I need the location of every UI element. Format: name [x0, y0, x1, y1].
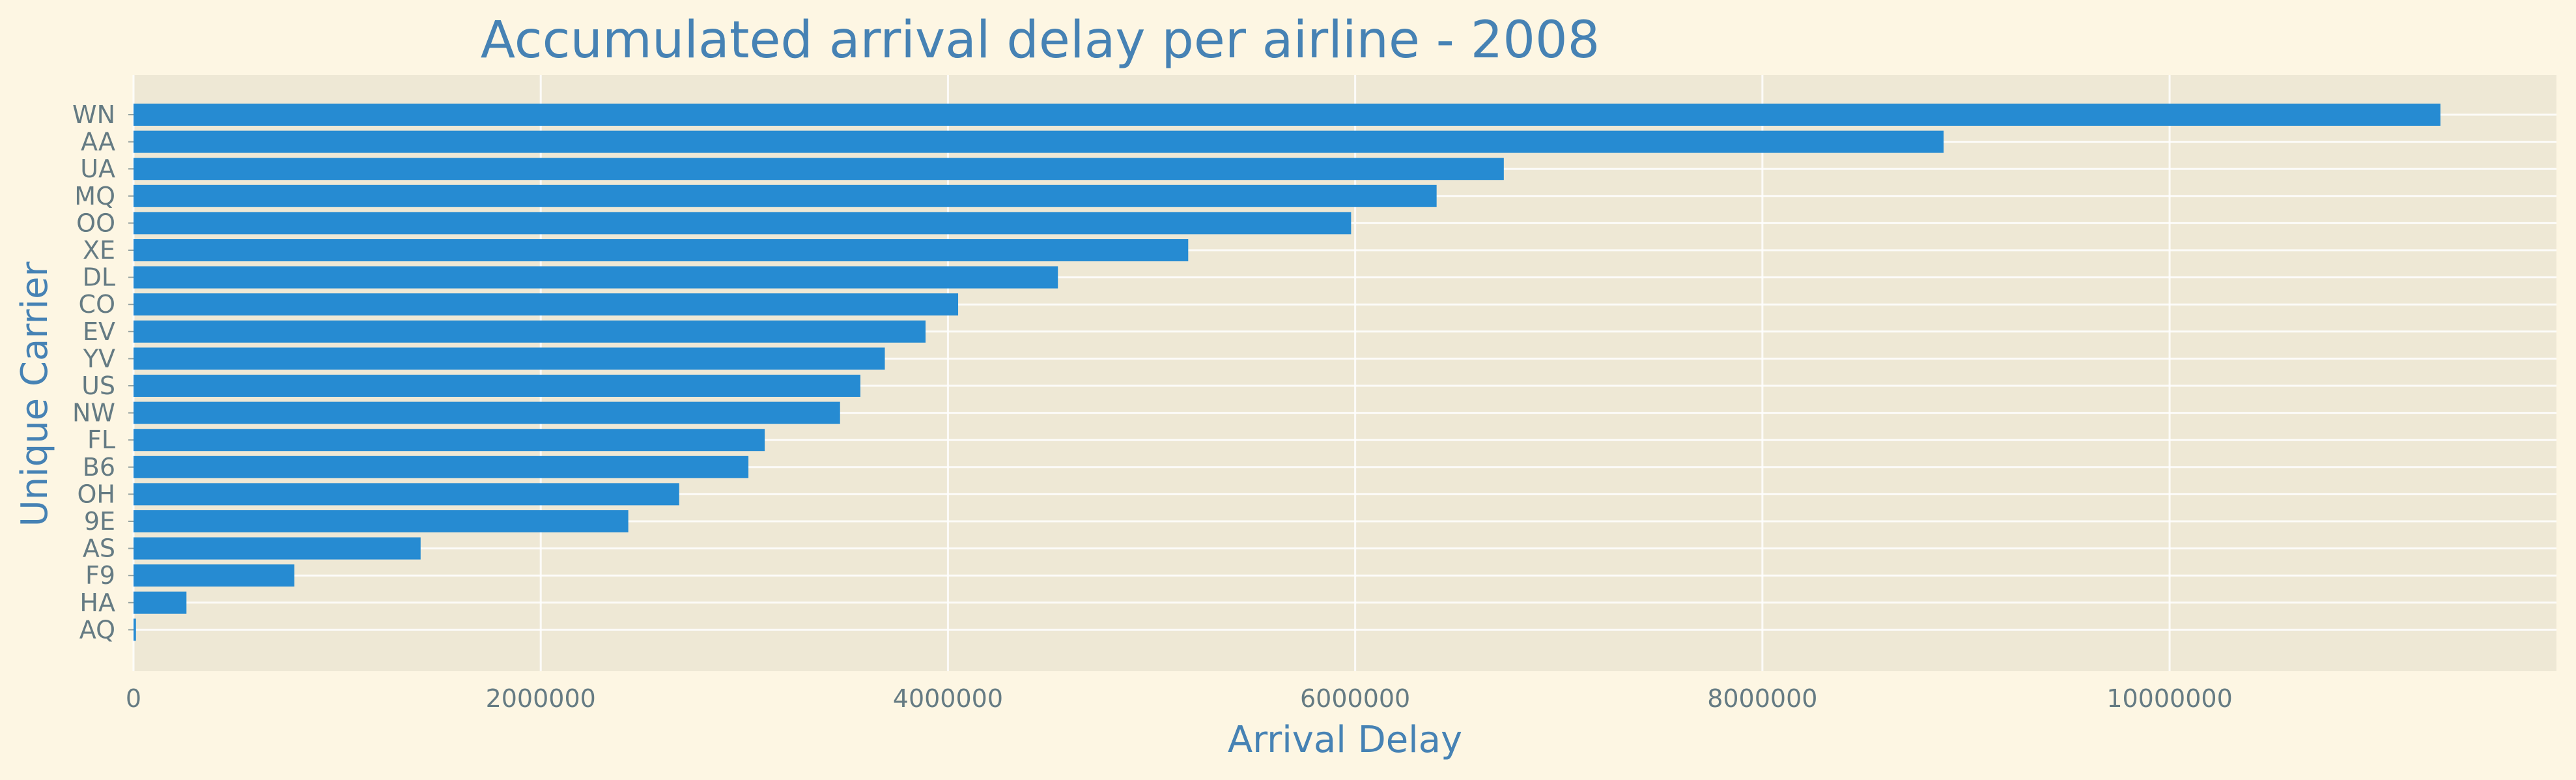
x-tick-label: 0 — [126, 684, 141, 713]
y-tick-label: F9 — [85, 561, 115, 590]
y-tick-label: MQ — [74, 182, 115, 210]
x-tick-label: 2000000 — [486, 684, 596, 713]
bar-9e — [134, 510, 629, 532]
bar-oo — [134, 212, 1352, 235]
y-tick-label: AQ — [79, 615, 115, 644]
y-tick-label: DL — [83, 263, 115, 292]
bar-as — [134, 537, 421, 560]
y-tick-label: UA — [80, 154, 115, 183]
bar-ha — [134, 591, 187, 614]
bar-aq — [134, 618, 136, 641]
bar-nw — [134, 401, 840, 424]
bar-b6 — [134, 455, 749, 478]
x-tick-label: 8000000 — [1707, 684, 1817, 713]
bar-oh — [134, 483, 679, 506]
y-tick-label: OH — [78, 480, 115, 508]
y-tick-label: XE — [83, 236, 115, 265]
x-tick-label: 4000000 — [893, 684, 1003, 713]
y-tick-label: HA — [79, 588, 115, 617]
x-tick-label: 10000000 — [2106, 684, 2232, 713]
bar-co — [134, 293, 959, 316]
y-axis-label: Unique Carrier — [14, 261, 56, 527]
y-tick-label: AS — [83, 534, 115, 563]
bar-f9 — [134, 564, 294, 587]
x-axis-label: Arrival Delay — [1228, 719, 1462, 761]
y-tick-label: 9E — [84, 507, 115, 536]
bar-aa — [134, 130, 1944, 153]
bar-xe — [134, 239, 1189, 261]
chart-title: Accumulated arrival delay per airline - … — [481, 11, 1600, 70]
y-tick-label: OO — [76, 209, 115, 237]
y-tick-label: FL — [87, 426, 115, 454]
y-tick-label: CO — [79, 290, 115, 319]
y-tick-label: NW — [72, 399, 115, 427]
bar-ev — [134, 320, 926, 343]
bar-ua — [134, 158, 1504, 181]
bar-fl — [134, 429, 765, 452]
bar-yv — [134, 347, 885, 370]
bar-wn — [134, 104, 2441, 126]
x-tick-label: 6000000 — [1300, 684, 1410, 713]
y-tick-label: WN — [72, 100, 115, 129]
bar-mq — [134, 184, 1437, 207]
y-tick-label: AA — [81, 128, 115, 156]
y-tick-label: EV — [83, 317, 115, 346]
bar-dl — [134, 266, 1058, 289]
y-tick-label: B6 — [83, 453, 115, 482]
y-tick-label: US — [81, 371, 115, 400]
bar-us — [134, 375, 860, 397]
x-tick-labels: 0 2000000 4000000 6000000 8000000 10000000 — [126, 684, 2233, 713]
bars — [134, 104, 2441, 641]
y-tick-label: YV — [83, 344, 115, 373]
